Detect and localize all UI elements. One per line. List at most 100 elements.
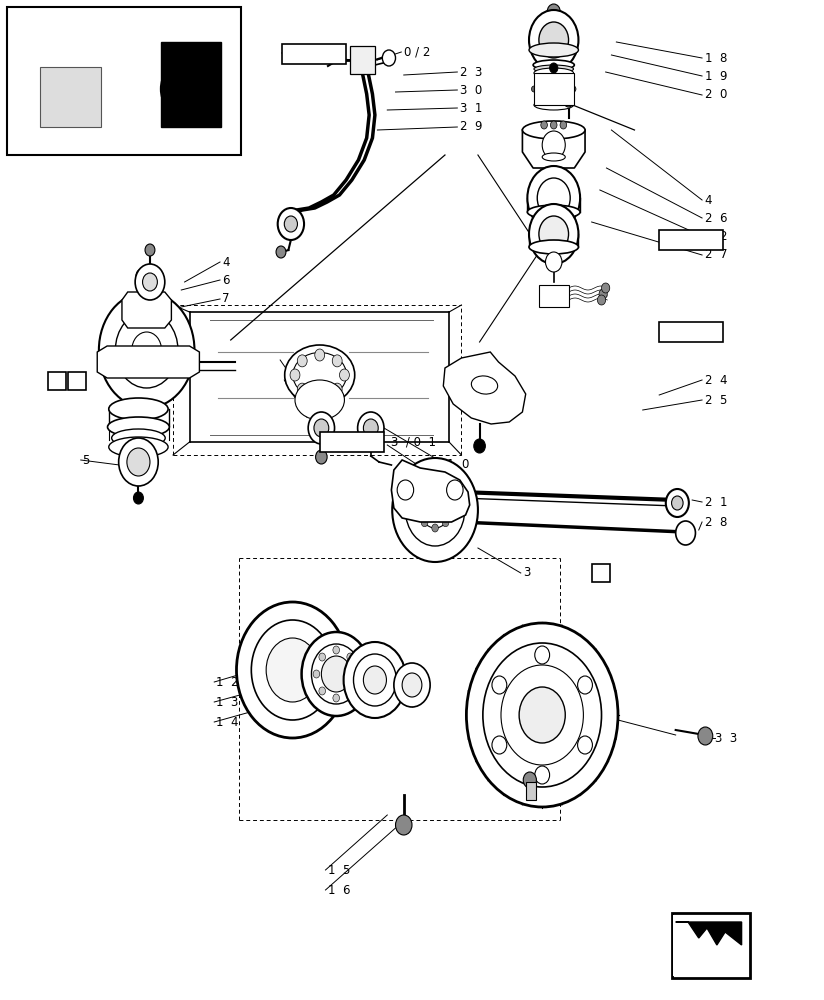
Circle shape [127,448,150,476]
Circle shape [535,646,550,664]
Text: 1 . 4 0: 1 . 4 0 [332,436,372,448]
Ellipse shape [534,68,574,78]
Circle shape [363,666,386,694]
Text: 2  7: 2 7 [705,248,727,261]
Circle shape [392,458,478,562]
Circle shape [542,131,565,159]
Circle shape [16,77,36,101]
Circle shape [363,419,378,437]
Text: 2: 2 [597,568,604,578]
Circle shape [536,84,541,90]
Text: 1  6: 1 6 [328,884,350,896]
Polygon shape [309,202,327,208]
Text: 2  3: 2 3 [460,66,482,79]
Bar [592,564,610,582]
Circle shape [316,450,327,464]
Polygon shape [297,208,315,210]
Bar [320,432,384,452]
Circle shape [535,766,550,784]
Circle shape [314,419,329,437]
Circle shape [442,519,449,527]
Circle shape [319,687,325,695]
Bar [539,285,569,307]
Text: 1  3: 1 3 [216,696,238,708]
Text: 1  2: 1 2 [216,676,238,688]
Text: 2  4: 2 4 [705,373,727,386]
Circle shape [545,252,562,272]
Circle shape [474,439,485,453]
Polygon shape [363,74,372,94]
Circle shape [402,673,422,697]
Bar [68,372,86,390]
Circle shape [599,289,607,299]
Text: 2  9: 2 9 [460,120,482,133]
Text: 2  8: 2 8 [705,516,727,528]
Circle shape [527,166,580,230]
Circle shape [571,86,576,92]
Circle shape [332,355,342,367]
Bar [526,782,536,800]
Circle shape [578,676,592,694]
Text: 3  0: 3 0 [460,84,482,97]
Circle shape [297,355,307,367]
Circle shape [308,412,335,444]
Circle shape [115,312,178,388]
Polygon shape [358,138,372,160]
Circle shape [541,121,547,129]
Text: 1 . 7 5: 1 . 7 5 [672,233,711,246]
Circle shape [567,84,572,90]
Circle shape [99,292,194,408]
Circle shape [319,653,325,661]
Circle shape [547,4,560,20]
Circle shape [537,178,570,218]
Circle shape [315,349,325,361]
Polygon shape [443,352,526,424]
Ellipse shape [107,417,170,437]
Circle shape [442,493,449,501]
Circle shape [332,383,342,395]
Circle shape [417,506,424,514]
Text: 1  9: 1 9 [705,70,727,83]
Circle shape [347,687,353,695]
Circle shape [339,369,349,381]
Text: 1  5: 1 5 [328,863,350,876]
Text: 4: 4 [705,194,712,207]
Text: 3  1: 3 1 [460,102,482,114]
Circle shape [539,22,569,58]
Circle shape [539,216,569,252]
Ellipse shape [534,65,574,73]
Text: 3  3: 3 3 [715,732,737,744]
Polygon shape [334,180,352,195]
Text: 1  8: 1 8 [705,51,727,64]
Circle shape [483,643,602,787]
Circle shape [353,654,396,706]
Bar [282,44,346,64]
Polygon shape [367,115,375,138]
Circle shape [536,88,541,94]
Circle shape [421,493,428,501]
Text: 3: 3 [73,376,80,386]
Circle shape [251,620,334,720]
Circle shape [578,736,592,754]
Circle shape [133,492,143,504]
Circle shape [447,506,453,514]
Circle shape [523,772,536,788]
Polygon shape [522,130,585,168]
Circle shape [432,488,438,496]
Circle shape [344,642,406,718]
Circle shape [557,83,562,89]
Circle shape [290,369,300,381]
Circle shape [284,216,297,232]
Circle shape [136,269,147,283]
Circle shape [531,86,536,92]
Polygon shape [367,94,375,115]
Text: 1  0: 1 0 [447,458,469,471]
Ellipse shape [534,100,574,110]
Circle shape [567,88,572,94]
Bar [350,46,375,74]
Circle shape [302,632,371,716]
Polygon shape [321,195,339,202]
Bar [7,7,241,155]
Circle shape [672,496,683,510]
Bar [659,322,723,342]
